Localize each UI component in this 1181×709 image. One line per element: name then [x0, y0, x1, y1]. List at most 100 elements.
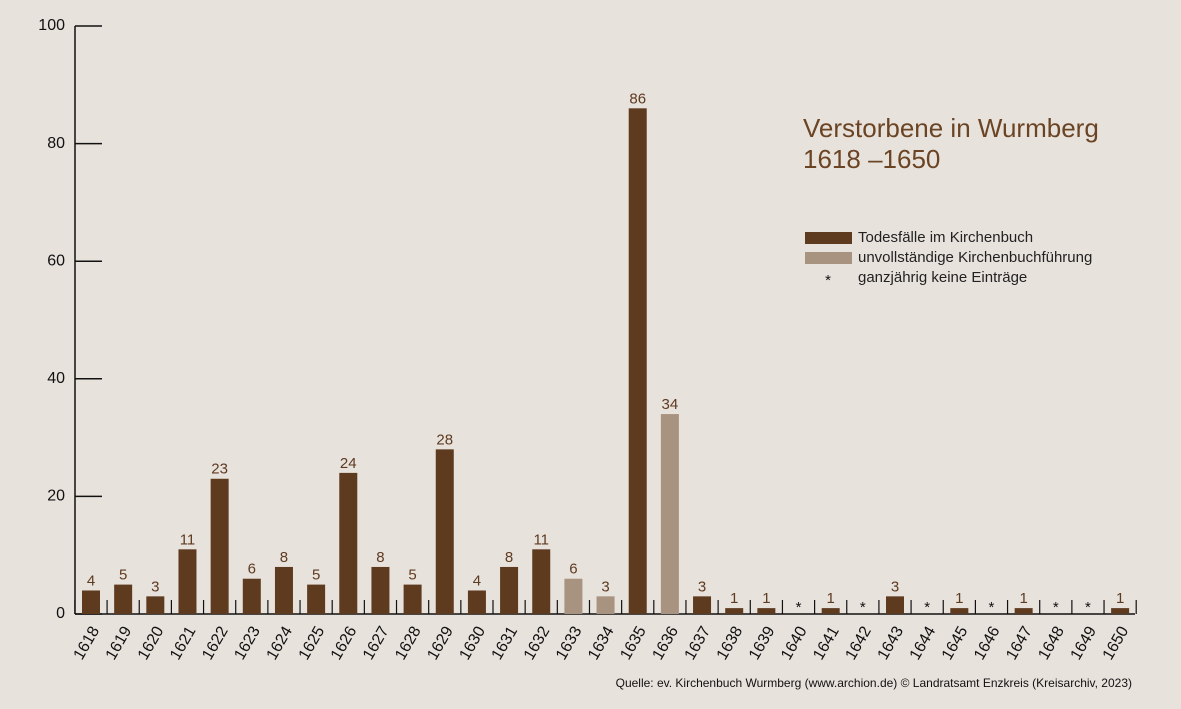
x-tick-label: 1619 [103, 624, 136, 663]
y-tick-label: 100 [38, 17, 65, 34]
x-tick-label: 1633 [553, 624, 586, 663]
bar [564, 578, 583, 614]
bar [950, 608, 969, 614]
bar [274, 566, 293, 614]
value-label: 11 [180, 531, 196, 548]
x-tick-label: 1625 [296, 624, 329, 663]
bar [1014, 608, 1033, 614]
value-label: 1 [827, 590, 835, 607]
bar [757, 608, 776, 614]
no-entry-marker: * [796, 599, 802, 616]
value-label: 1 [1116, 590, 1124, 607]
x-tick-label: 1637 [682, 624, 715, 663]
no-entry-marker: * [1085, 599, 1091, 616]
no-entry-marker: * [924, 599, 930, 616]
value-label: 3 [601, 578, 609, 595]
bar [435, 449, 454, 614]
x-tick-label: 1632 [521, 624, 554, 663]
bar [403, 584, 422, 614]
bar [725, 608, 744, 614]
bar [307, 584, 326, 614]
bar [628, 108, 647, 614]
x-tick-label: 1649 [1068, 624, 1101, 663]
x-tick-label: 1620 [135, 624, 168, 663]
bar [467, 590, 486, 614]
x-tick-label: 1641 [810, 624, 843, 663]
value-label: 3 [151, 578, 159, 595]
x-tick-label: 1648 [1035, 624, 1068, 663]
value-label: 6 [569, 561, 577, 578]
y-tick-label: 80 [47, 135, 65, 152]
value-label: 6 [248, 561, 256, 578]
bar [660, 414, 679, 614]
x-tick-label: 1643 [875, 624, 908, 663]
x-tick-label: 1650 [1100, 624, 1133, 663]
legend-swatch [805, 252, 852, 264]
bar [114, 584, 133, 614]
value-label: 24 [340, 455, 357, 472]
value-label: 8 [505, 549, 513, 566]
bar [178, 549, 197, 614]
x-tick-label: 1642 [842, 624, 875, 663]
x-tick-label: 1629 [424, 624, 457, 663]
chart-subtitle: 1618 –1650 [803, 144, 940, 174]
legend-label: unvollständige Kirchenbuchführung [858, 249, 1092, 266]
bar [210, 478, 229, 614]
value-label: 4 [473, 572, 481, 589]
legend-swatch [805, 232, 852, 244]
x-tick-label: 1624 [264, 624, 297, 663]
x-tick-label: 1626 [328, 624, 361, 663]
value-label: 1 [730, 590, 738, 607]
x-tick-label: 1647 [1003, 624, 1036, 663]
x-tick-label: 1646 [971, 624, 1004, 663]
bar [371, 566, 390, 614]
value-label: 5 [119, 567, 127, 584]
x-tick-label: 1627 [360, 624, 393, 663]
x-tick-label: 1638 [714, 624, 747, 663]
x-tick-label: 1639 [746, 624, 779, 663]
bar [821, 608, 840, 614]
x-tick-label: 1636 [649, 624, 682, 663]
bar [500, 566, 519, 614]
x-tick-label: 1640 [778, 624, 811, 663]
value-label: 5 [312, 567, 320, 584]
value-label: 86 [629, 90, 646, 107]
bar [339, 472, 358, 614]
value-label: 23 [211, 461, 228, 478]
x-tick-label: 1634 [585, 624, 618, 663]
chart-title: Verstorbene in Wurmberg [803, 113, 1099, 143]
value-label: 34 [662, 396, 679, 413]
x-tick-label: 1623 [231, 624, 264, 663]
value-label: 3 [891, 578, 899, 595]
x-tick-label: 1628 [392, 624, 425, 663]
x-tick-label: 1622 [199, 624, 232, 663]
source: Quelle: ev. Kirchenbuch Wurmberg (www.ar… [616, 676, 1132, 690]
bar [886, 596, 904, 614]
value-label: 5 [408, 567, 416, 584]
bar [1111, 608, 1130, 614]
x-tick-label: 1631 [489, 624, 522, 663]
x-tick-label: 1645 [939, 624, 972, 663]
y-tick-label: 20 [47, 488, 65, 505]
bar [693, 596, 712, 614]
x-tick-label: 1621 [167, 624, 200, 663]
no-entry-marker: * [860, 599, 866, 616]
value-label: 3 [698, 578, 706, 595]
value-label: 11 [533, 531, 549, 548]
value-label: 1 [762, 590, 770, 607]
y-tick-label: 0 [56, 605, 65, 622]
x-tick-label: 1635 [617, 624, 650, 663]
y-tick-label: 60 [47, 252, 65, 269]
legend-label: Todesfälle im Kirchenbuch [858, 229, 1033, 246]
bar [82, 590, 100, 614]
bar [146, 596, 165, 614]
bar [242, 578, 261, 614]
x-tick-label: 1644 [907, 624, 940, 663]
value-label: 4 [87, 572, 95, 589]
value-label: 28 [436, 431, 453, 448]
no-entry-marker: * [1053, 599, 1059, 616]
legend-marker: * [825, 272, 831, 289]
no-entry-marker: * [989, 599, 995, 616]
value-label: 1 [1019, 590, 1027, 607]
